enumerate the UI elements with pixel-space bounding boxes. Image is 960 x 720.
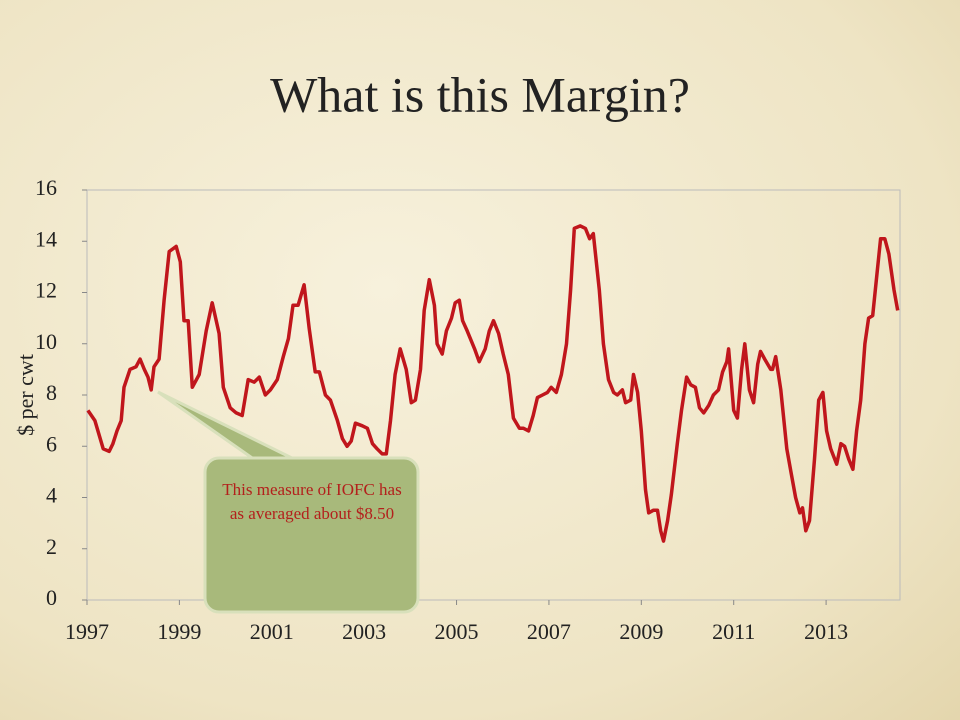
x-tick-label: 2011 (712, 619, 755, 644)
y-tick-label: 10 (35, 329, 57, 354)
y-tick-label: 0 (46, 585, 57, 610)
x-tick-label: 1997 (65, 619, 109, 644)
x-tick-label: 2003 (342, 619, 386, 644)
y-tick-label: 12 (35, 278, 57, 303)
x-tick-label: 1999 (157, 619, 201, 644)
callout-box (203, 456, 420, 614)
x-tick-label: 2001 (250, 619, 294, 644)
x-tick-label: 2005 (435, 619, 479, 644)
x-tick-label: 2013 (804, 619, 848, 644)
y-axis-label: $ per cwt (13, 354, 38, 436)
x-tick-label: 2009 (619, 619, 663, 644)
y-tick-label: 16 (35, 175, 57, 200)
x-tick-label: 2007 (527, 619, 571, 644)
chart-title: What is this Margin? (270, 66, 690, 122)
y-tick-label: 2 (46, 534, 57, 559)
y-tick-label: 14 (35, 226, 57, 251)
y-tick-label: 8 (46, 380, 57, 405)
y-tick-label: 4 (46, 483, 57, 508)
data-line (86, 224, 900, 543)
y-tick-label: 6 (46, 431, 57, 456)
callout-text: This measure of IOFC has as averaged abo… (222, 480, 402, 523)
